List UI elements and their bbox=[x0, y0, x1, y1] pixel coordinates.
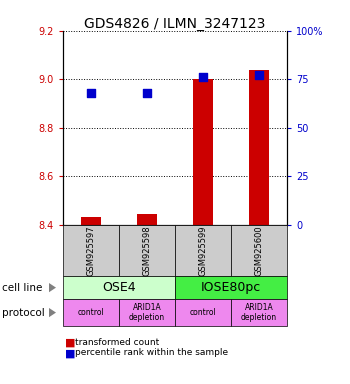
Text: ARID1A
depletion: ARID1A depletion bbox=[241, 303, 277, 322]
Text: IOSE80pc: IOSE80pc bbox=[201, 281, 261, 294]
Text: protocol: protocol bbox=[2, 308, 44, 318]
Text: GSM925597: GSM925597 bbox=[86, 225, 96, 276]
Text: cell line: cell line bbox=[2, 283, 42, 293]
Text: ARID1A
depletion: ARID1A depletion bbox=[129, 303, 165, 322]
Point bbox=[256, 72, 262, 78]
Text: OSE4: OSE4 bbox=[102, 281, 136, 294]
Bar bbox=[137, 214, 157, 225]
Text: GSM925600: GSM925600 bbox=[254, 225, 264, 276]
Text: GSM925599: GSM925599 bbox=[198, 225, 208, 276]
Text: ■: ■ bbox=[65, 338, 75, 348]
Point bbox=[88, 90, 94, 96]
Polygon shape bbox=[49, 308, 56, 317]
Text: GDS4826 / ILMN_3247123: GDS4826 / ILMN_3247123 bbox=[84, 17, 266, 31]
Point bbox=[144, 90, 150, 96]
Polygon shape bbox=[49, 283, 56, 292]
Bar bbox=[81, 217, 101, 225]
Text: control: control bbox=[78, 308, 104, 317]
Bar bbox=[193, 79, 213, 225]
Text: transformed count: transformed count bbox=[75, 338, 160, 347]
Bar bbox=[249, 70, 269, 225]
Text: percentile rank within the sample: percentile rank within the sample bbox=[75, 348, 228, 357]
Point bbox=[200, 74, 206, 80]
Text: GSM925598: GSM925598 bbox=[142, 225, 152, 276]
Text: control: control bbox=[190, 308, 216, 317]
Text: ■: ■ bbox=[65, 348, 75, 358]
